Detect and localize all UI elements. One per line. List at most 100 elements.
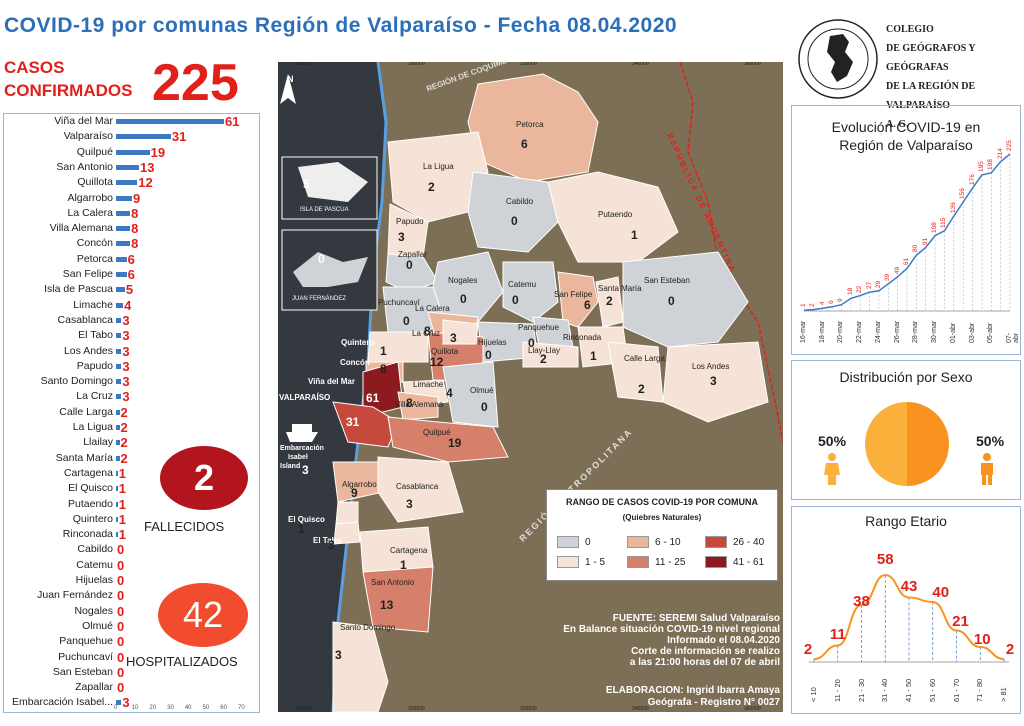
age-category-label: 51 - 60 <box>927 678 937 702</box>
age-category-label: 41 - 50 <box>904 678 913 702</box>
bar-label: La Ligua <box>72 421 113 433</box>
bar-value: 13 <box>140 159 155 175</box>
bar-value: 19 <box>150 144 166 160</box>
coord-bottom: 320000 <box>520 706 537 712</box>
bar-value: 0 <box>117 542 125 558</box>
bar-value: 31 <box>171 129 187 145</box>
bar <box>116 516 118 522</box>
bar-value: 3 <box>122 343 130 359</box>
bar-value: 2 <box>120 404 128 420</box>
comuna-name: Papudo <box>396 217 424 226</box>
x-tick-label: 70 <box>238 705 245 711</box>
bar-label: Casablanca <box>57 313 113 326</box>
comuna-value: 0 <box>528 336 535 350</box>
evolution-value-label: 136 <box>949 202 957 214</box>
legend-label: 41 - 61 <box>733 556 765 568</box>
bar-value: 0 <box>117 618 125 634</box>
bar-value: 5 <box>125 282 134 298</box>
bar-label: Isla de Pascua <box>44 283 113 296</box>
bar-label: Los Andes <box>63 344 113 357</box>
comuna-name: Calle Larga <box>624 354 665 363</box>
inset-juan-name: JUAN FERNÁNDEZ <box>292 296 347 302</box>
evolution-value-label: 4 <box>818 301 826 306</box>
evolution-value-label: 61 <box>903 258 910 266</box>
legend-swatch <box>627 556 649 568</box>
age-value-label: 2 <box>1005 641 1015 658</box>
legend-label: 26 - 40 <box>733 536 765 548</box>
bar <box>116 425 120 430</box>
comuna-value: 3 <box>335 648 342 662</box>
comuna-name: Quilpué <box>423 428 451 437</box>
x-tick-label: 60 <box>220 705 227 711</box>
age-value-label: 38 <box>853 593 870 610</box>
bar-label: Putaendo <box>68 497 113 510</box>
bar-value: 0 <box>117 649 125 665</box>
comuna-value: 3 <box>710 374 717 388</box>
casos-label: CASOS CONFIRMADOS <box>4 56 132 102</box>
source-line: Corte de información se realizo <box>631 646 780 657</box>
evolution-panel: Evolución COVID-19 en Región de Valparaí… <box>791 105 1021 355</box>
comuna-name: Cabildo <box>506 197 534 206</box>
evolution-value-label: 80 <box>912 244 920 253</box>
fallecidos-label: FALLECIDOS <box>144 519 225 534</box>
evolution-value-label: 108 <box>931 221 939 233</box>
pie-slice-male <box>907 402 949 486</box>
legend-swatch <box>705 536 727 548</box>
bar-label: Calle Larga <box>59 405 113 418</box>
comuna-value: 1 <box>631 228 638 242</box>
fallecidos-circle: 2 <box>160 446 248 510</box>
comunas-bar-panel <box>3 113 260 713</box>
comuna-value: 0 <box>460 292 467 306</box>
bar-label: Juan Fernández <box>37 589 113 602</box>
elab-line: Geógrafa - Registro N° 0027 <box>647 697 780 708</box>
inset-juan-value: 0 <box>318 252 325 266</box>
bar-value: 8 <box>131 205 139 221</box>
bar-value: 1 <box>118 527 126 543</box>
comuna-value: 0 <box>511 214 518 228</box>
comuna-value: 0 <box>481 400 488 414</box>
x-tick-label: 20 <box>149 705 157 711</box>
legend-swatch <box>557 536 579 548</box>
comuna-name: Quintero <box>341 338 375 347</box>
comuna-name: Concón <box>340 358 370 367</box>
bar-label: Algarrobo <box>67 191 113 204</box>
age-category-label: 71 - 80 <box>975 678 985 702</box>
comuna-name: Panquehue <box>518 323 559 332</box>
comuna-name: Villa Alemana <box>395 400 444 409</box>
age-panel: Rango Etario 2 11 38 58 43 40 21 10 2 < 10 11 - 20… <box>791 506 1021 714</box>
evolution-value-label: 195 <box>977 161 985 172</box>
evolution-date-label: 22-mar <box>856 320 864 343</box>
bar <box>116 302 124 308</box>
comuna-name: La Calera <box>415 304 450 313</box>
bar-label: Quintero <box>72 512 113 525</box>
comuna-value: 12 <box>430 355 444 369</box>
evolution-date-label: 26-mar <box>893 320 901 343</box>
legend-item: 1 - 5 <box>557 556 605 568</box>
comuna-name: Santo Domingo <box>340 623 396 632</box>
evolution-value-label: 176 <box>968 174 976 186</box>
bar-label: Quillota <box>77 176 113 189</box>
region-map: REGIÓN DE COQUIMBO REGIÓN METROPOLITANA … <box>278 62 783 712</box>
age-value-label: 10 <box>973 631 991 648</box>
comuna-value: 0 <box>485 348 492 362</box>
coord-bottom: 300000 <box>408 706 425 712</box>
bar-value: 0 <box>117 573 125 588</box>
comuna-name: Puchuncaví <box>378 298 420 307</box>
evolution-value-label: 9 <box>837 298 845 302</box>
comuna-value: 1 <box>590 349 597 363</box>
comuna-value: 3 <box>328 538 335 552</box>
bar-label: Petorca <box>76 252 113 265</box>
bar-value: 2 <box>120 420 128 435</box>
org-line-2: DE GEÓGRAFOS Y GEÓGRAFAS <box>886 43 976 73</box>
hospitalizados-circle: 42 <box>158 583 248 647</box>
x-tick-label: 10 <box>131 705 139 711</box>
comuna-name: Santa María <box>598 284 642 293</box>
elab-line: ELABORACION: Ingrid Ibarra Amaya <box>605 685 780 696</box>
inset-pascua-name: ISLA DE PASCUA <box>300 207 349 213</box>
bar-label: Zapallar <box>75 681 113 694</box>
bar-value: 9 <box>132 190 141 206</box>
comuna-value: 0 <box>403 314 410 328</box>
age-value-label: 58 <box>876 551 894 568</box>
age-value-label: 40 <box>932 584 950 601</box>
evolution-value-label: 115 <box>940 217 948 228</box>
